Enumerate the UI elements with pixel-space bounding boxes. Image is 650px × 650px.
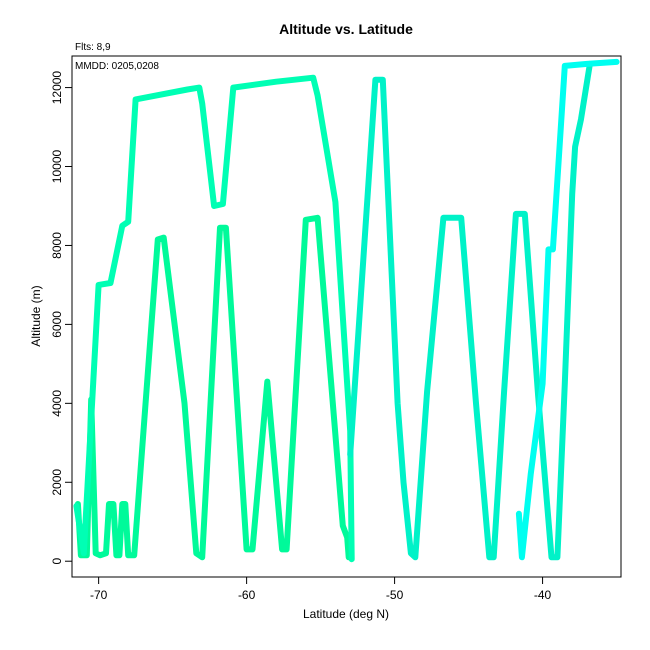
x-tick-label: -50 xyxy=(386,588,404,602)
chart-title: Altitude vs. Latitude xyxy=(279,21,413,37)
y-axis-label: Altitude (m) xyxy=(29,285,43,346)
y-tick-label: 12000 xyxy=(50,71,64,105)
series-layer xyxy=(73,58,620,563)
series-line-2 xyxy=(73,74,355,563)
y-tick-label: 10000 xyxy=(50,150,64,184)
y-tick-label: 0 xyxy=(50,558,64,565)
x-axis: -70 -60 -50 -40 xyxy=(90,576,552,602)
y-axis: 0 2000 4000 6000 8000 10000 12000 xyxy=(50,71,73,565)
x-tick-label: -60 xyxy=(238,588,256,602)
series-line-3 xyxy=(347,60,593,561)
y-tick-label: 6000 xyxy=(50,311,64,338)
x-axis-label: Latitude (deg N) xyxy=(303,607,389,621)
x-tick-label: -40 xyxy=(534,588,552,602)
series-line-4 xyxy=(515,58,620,561)
flights-annotation: Flts: 8,9 xyxy=(75,42,111,53)
series-line-1 xyxy=(74,214,352,561)
y-tick-label: 8000 xyxy=(50,232,64,259)
date-annotation: MMDD: 0205,0208 xyxy=(75,61,159,72)
x-tick-label: -70 xyxy=(90,588,108,602)
y-tick-label: 2000 xyxy=(50,469,64,496)
y-tick-label: 4000 xyxy=(50,390,64,417)
